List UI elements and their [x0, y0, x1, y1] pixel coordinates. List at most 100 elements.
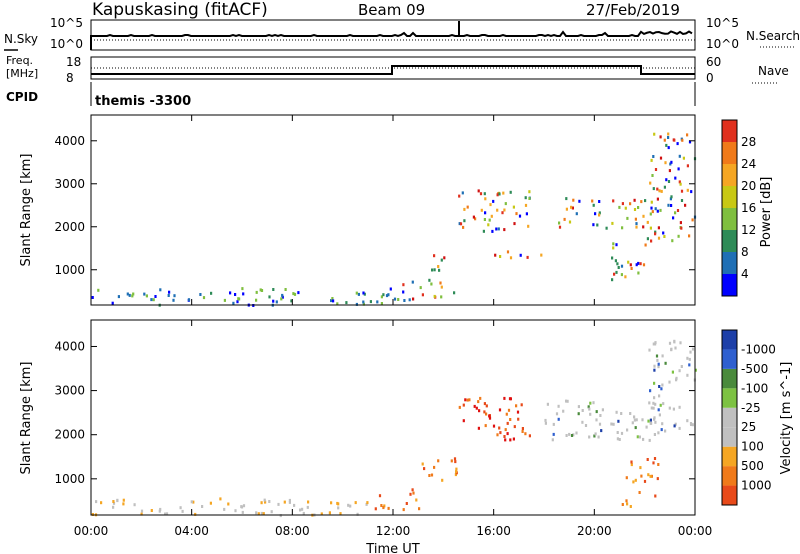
echo-cell — [506, 432, 509, 436]
echo-cell — [192, 500, 195, 504]
echo-cell — [241, 510, 244, 514]
echo-cell — [650, 421, 653, 425]
colorbar-segment — [722, 388, 737, 408]
echo-cell — [581, 420, 584, 424]
echo-cell — [661, 383, 664, 387]
echo-cell — [409, 492, 412, 496]
echo-cell — [681, 138, 684, 142]
echo-cell — [611, 221, 614, 225]
echo-cell — [499, 431, 502, 435]
echo-cell — [275, 300, 278, 304]
echo-cell — [356, 512, 359, 516]
echo-cell — [661, 354, 664, 358]
echo-cell — [555, 412, 559, 416]
echo-cell — [412, 297, 415, 301]
station-title: Kapuskasing (fitACF) — [92, 0, 268, 20]
echo-cell — [635, 418, 638, 422]
echo-cell — [152, 298, 155, 302]
echo-cell — [492, 424, 496, 428]
y-tick-label: 4000 — [54, 134, 85, 148]
echo-cell — [357, 292, 360, 296]
echo-cell — [617, 266, 620, 269]
echo-cell — [654, 207, 657, 211]
echo-cell — [667, 203, 670, 207]
echo-cell — [458, 194, 461, 198]
echo-cell — [402, 508, 405, 512]
echo-cell — [643, 479, 647, 483]
echo-cell — [455, 467, 458, 471]
echo-cell — [187, 298, 191, 302]
echo-cell — [421, 293, 424, 297]
echo-cell — [625, 499, 628, 503]
echo-cell — [301, 507, 304, 511]
echo-cell — [509, 418, 512, 421]
echo-cell — [661, 422, 664, 426]
nsky-label: N.Sky — [4, 32, 38, 46]
echo-cell — [405, 502, 408, 505]
echo-cell — [634, 217, 637, 221]
echo-cell — [629, 202, 632, 206]
echo-cell — [565, 207, 568, 211]
echo-cell — [128, 293, 131, 297]
echo-cell — [159, 288, 162, 292]
echo-cell — [280, 297, 283, 301]
noise-top-left: 10^5 — [50, 16, 83, 30]
echo-cell — [552, 422, 555, 426]
echo-cell — [557, 404, 560, 408]
colorbar-segment — [722, 466, 737, 486]
echo-cell — [688, 140, 692, 144]
echo-cell — [516, 410, 520, 414]
echo-cell — [513, 222, 516, 226]
echo-cell — [502, 191, 505, 195]
echo-cell — [194, 512, 197, 516]
echo-cell — [503, 228, 506, 232]
echo-cell — [423, 467, 426, 471]
echo-cell — [572, 198, 575, 202]
echo-cell — [589, 401, 592, 405]
echo-cell — [668, 341, 672, 345]
echo-cell — [679, 341, 682, 345]
echo-cell — [618, 438, 621, 441]
echo-cell — [598, 213, 601, 217]
echo-cell — [355, 302, 358, 306]
colorbar-segment — [722, 186, 737, 208]
echo-cell — [653, 132, 656, 136]
echo-cell — [665, 143, 668, 147]
echo-cell — [482, 229, 485, 233]
echo-cell — [210, 291, 213, 295]
echo-cell — [484, 211, 487, 215]
echo-cell — [466, 205, 469, 209]
echo-cell — [288, 498, 291, 502]
echo-cell — [504, 202, 507, 206]
echo-cell — [484, 197, 487, 201]
colorbar-segment — [722, 407, 737, 428]
echo-cell — [680, 365, 683, 368]
echo-cell — [428, 474, 431, 477]
echo-cell — [673, 424, 676, 428]
echo-cell — [568, 432, 571, 436]
power-y-axis: 1000 2000 3000 4000 — [54, 134, 695, 277]
echo-cell — [190, 500, 193, 504]
echo-cell — [506, 250, 510, 254]
echo-cell — [466, 398, 469, 402]
echo-cell — [657, 463, 660, 466]
echo-cell — [647, 419, 650, 423]
echo-cell — [433, 465, 436, 469]
echo-cell — [179, 506, 182, 510]
echo-cell — [328, 511, 331, 515]
echo-cell — [620, 264, 624, 268]
echo-cell — [575, 212, 578, 216]
echo-cell — [112, 500, 115, 503]
echo-cell — [650, 474, 653, 478]
echo-cell — [667, 180, 671, 183]
echo-cell — [642, 214, 645, 218]
echo-cell — [439, 281, 442, 285]
echo-cell — [376, 300, 379, 304]
echo-cell — [507, 408, 511, 412]
echo-cell — [366, 501, 369, 505]
echo-cell — [132, 292, 135, 296]
y-tick-label: 2000 — [54, 428, 85, 442]
echo-cell — [649, 418, 652, 422]
echo-cell — [664, 361, 667, 365]
echo-cell — [627, 260, 630, 264]
